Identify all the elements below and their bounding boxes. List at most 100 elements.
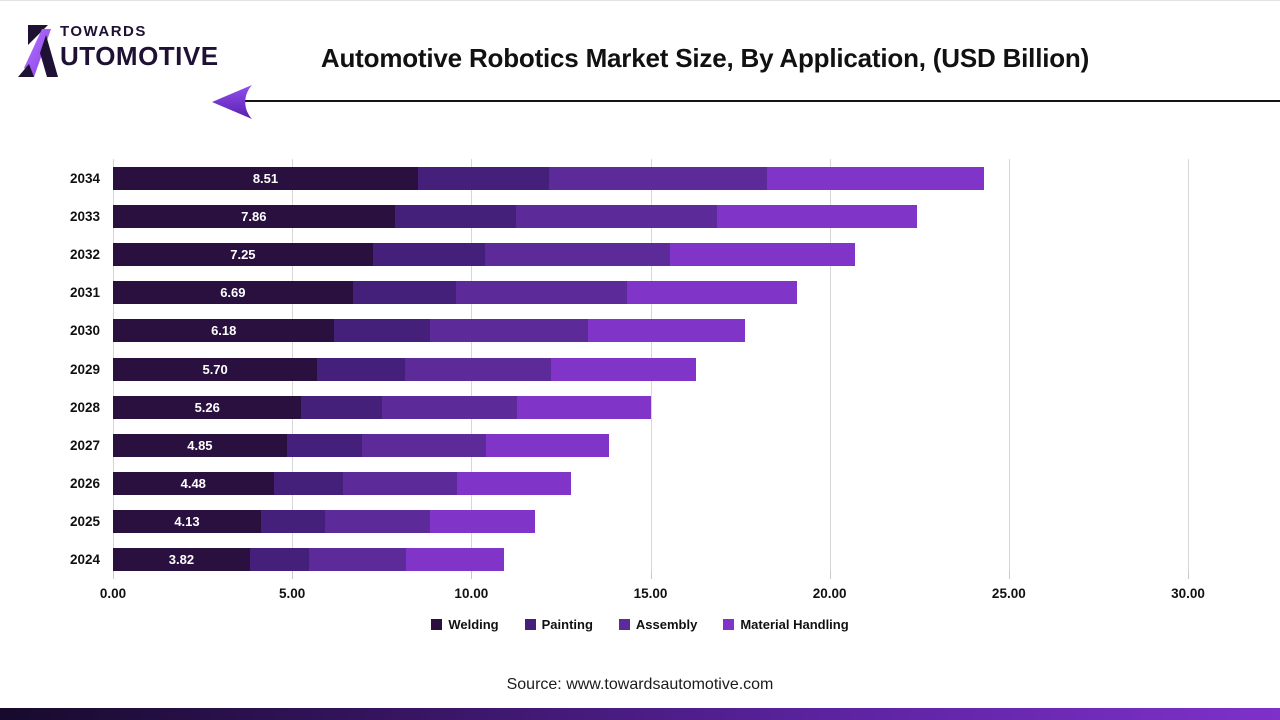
value-label: 7.86 bbox=[241, 208, 267, 224]
year-label: 2033 bbox=[69, 208, 100, 224]
legend-swatch bbox=[618, 619, 630, 630]
x-tick-mark bbox=[1188, 571, 1189, 579]
segment-painting bbox=[417, 166, 550, 190]
gridline bbox=[1008, 159, 1010, 579]
legend-label: Painting bbox=[541, 617, 593, 632]
stacked-bar-2025: 4.13 bbox=[113, 510, 536, 534]
legend-item-assembly: Assembly bbox=[618, 617, 697, 632]
x-axis: 0.00 5.00 10.00 15.00 20.00 25.00 30.00 bbox=[100, 571, 1231, 607]
segment-material-handling bbox=[627, 281, 798, 305]
y-axis-year-labels: 2034 2033 2032 2031 2030 2029 2028 2027 2026 2025… bbox=[30, 159, 100, 579]
value-label: 5.70 bbox=[202, 361, 228, 377]
x-tick-label: 20.00 bbox=[812, 586, 847, 601]
stacked-bar-2028: 5.26 bbox=[113, 395, 651, 419]
year-label: 2034 bbox=[69, 170, 100, 186]
left-arrow-icon bbox=[212, 85, 252, 119]
x-tick-label: 30.00 bbox=[1171, 586, 1205, 601]
x-tick-mark bbox=[471, 571, 473, 579]
year-label: 2030 bbox=[69, 323, 100, 339]
segment-painting bbox=[301, 395, 383, 419]
bottom-gradient-bar bbox=[0, 708, 1280, 720]
stacked-bar-2030: 6.18 bbox=[113, 319, 746, 343]
segment-welding: 4.48 bbox=[113, 472, 274, 496]
segment-painting bbox=[286, 433, 362, 457]
bar-row-2028: 5.26 bbox=[113, 388, 1231, 426]
segment-material-handling bbox=[717, 204, 918, 228]
gridline bbox=[829, 159, 831, 579]
x-tick-mark bbox=[650, 571, 652, 579]
legend-item-material-handling: Material Handling bbox=[723, 617, 849, 632]
segment-material-handling bbox=[486, 433, 610, 457]
segment-painting bbox=[317, 357, 406, 381]
segment-material-handling bbox=[670, 242, 855, 266]
logo-line-automotive: UTOMOTIVE bbox=[60, 41, 219, 71]
stacked-bar-2027: 4.85 bbox=[113, 433, 610, 457]
x-tick-mark bbox=[113, 571, 114, 579]
header-divider-line bbox=[226, 100, 1280, 102]
segment-painting bbox=[394, 204, 516, 228]
legend-swatch bbox=[723, 619, 735, 630]
bar-row-2025: 4.13 bbox=[113, 503, 1231, 541]
plot-area: 8.51 7.86 7.25 6.69 6.18 5.70 5.26 4.85 4.48 4.13… bbox=[113, 159, 1231, 579]
segment-material-handling bbox=[406, 548, 504, 572]
segment-painting bbox=[334, 319, 430, 343]
year-label: 2032 bbox=[69, 246, 100, 262]
segment-assembly bbox=[405, 357, 552, 381]
segment-assembly bbox=[382, 395, 518, 419]
x-tick-mark bbox=[1008, 571, 1010, 579]
value-label: 6.69 bbox=[220, 285, 246, 301]
stacked-bar-2034: 8.51 bbox=[113, 166, 984, 190]
segment-assembly bbox=[342, 472, 458, 496]
segment-assembly bbox=[484, 242, 671, 266]
segment-welding: 4.85 bbox=[113, 433, 287, 457]
segment-painting bbox=[249, 548, 309, 572]
segment-welding: 8.51 bbox=[113, 166, 418, 190]
legend-swatch bbox=[431, 619, 443, 630]
value-label: 4.85 bbox=[187, 437, 213, 453]
stacked-bar-2033: 7.86 bbox=[113, 204, 918, 228]
bar-row-2031: 6.69 bbox=[113, 274, 1231, 312]
bar-row-2030: 6.18 bbox=[113, 312, 1231, 350]
x-tick-label: 0.00 bbox=[99, 586, 127, 601]
x-tick-label: 25.00 bbox=[991, 586, 1026, 601]
legend-label: Welding bbox=[448, 617, 499, 632]
year-label: 2026 bbox=[69, 476, 100, 492]
legend-swatch bbox=[524, 619, 536, 630]
logo-text: TOWARDS UTOMOTIVE bbox=[60, 23, 219, 72]
segment-welding: 6.18 bbox=[113, 319, 335, 343]
year-label: 2025 bbox=[69, 514, 100, 530]
x-tick-label: 10.00 bbox=[454, 586, 489, 601]
year-label: 2027 bbox=[69, 437, 100, 453]
bar-row-2024: 3.82 bbox=[113, 541, 1231, 579]
logo-a-mark-icon bbox=[18, 25, 58, 77]
year-label: 2024 bbox=[69, 552, 100, 568]
segment-welding: 7.25 bbox=[113, 242, 373, 266]
legend-item-welding: Welding bbox=[431, 617, 499, 632]
bar-row-2033: 7.86 bbox=[113, 197, 1231, 235]
segment-welding: 3.82 bbox=[113, 548, 250, 572]
segment-painting bbox=[352, 281, 456, 305]
segment-material-handling bbox=[767, 166, 984, 190]
segment-welding: 5.70 bbox=[113, 357, 318, 381]
stacked-bar-2026: 4.48 bbox=[113, 472, 572, 496]
stacked-bar-2031: 6.69 bbox=[113, 281, 798, 305]
segment-material-handling bbox=[430, 510, 536, 534]
legend-item-painting: Painting bbox=[524, 617, 593, 632]
segment-welding: 6.69 bbox=[113, 281, 353, 305]
bar-row-2027: 4.85 bbox=[113, 426, 1231, 464]
value-label: 7.25 bbox=[230, 246, 256, 262]
value-label: 6.18 bbox=[211, 323, 237, 339]
bar-row-2034: 8.51 bbox=[113, 159, 1231, 197]
bar-row-2032: 7.25 bbox=[113, 235, 1231, 273]
segment-assembly bbox=[515, 204, 718, 228]
segment-painting bbox=[273, 472, 343, 496]
x-tick-mark bbox=[829, 571, 831, 579]
stacked-bar-2032: 7.25 bbox=[113, 242, 855, 266]
legend: Welding Painting Assembly Material Handling bbox=[0, 617, 1280, 632]
value-label: 8.51 bbox=[252, 170, 279, 186]
segment-welding: 5.26 bbox=[113, 395, 302, 419]
segment-welding: 7.86 bbox=[113, 204, 395, 228]
year-label: 2028 bbox=[69, 399, 100, 415]
bar-rows: 8.51 7.86 7.25 6.69 6.18 5.70 5.26 4.85 4.48 4.13… bbox=[113, 159, 1231, 579]
